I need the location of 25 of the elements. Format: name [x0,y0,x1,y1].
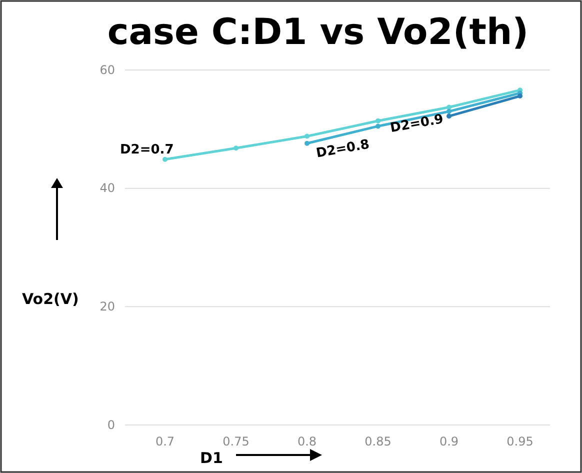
point [304,134,310,139]
x-axis-title: D1 [200,449,223,467]
y-tick-label: 20 [100,300,115,314]
point [446,108,452,114]
point [376,118,380,124]
x-tick-label: 0.85 [364,434,392,449]
x-tick-label: 0.8 [297,434,317,449]
y-tick-label: 40 [100,181,115,196]
point [376,124,380,129]
x-tick-label: 0.95 [506,434,534,449]
y-axis-title: Vo2(V) [22,290,79,308]
y-tick-label: 0 [107,418,115,432]
point [446,114,452,119]
chart-title: case C:D1 vs Vo2(th) [107,12,529,53]
point [518,94,522,99]
text: D2=0.8 [315,137,371,162]
x-tick-label: 0.9 [439,434,459,449]
point [234,146,238,151]
series-label: D2=0.7 [120,142,174,158]
point [304,140,310,146]
point [162,156,168,162]
text: D2=0.9 [389,112,445,136]
x-tick-label: 0.75 [222,434,250,449]
x-tick-label: 0.7 [155,434,175,449]
y-tick-label: 60 [100,62,115,77]
